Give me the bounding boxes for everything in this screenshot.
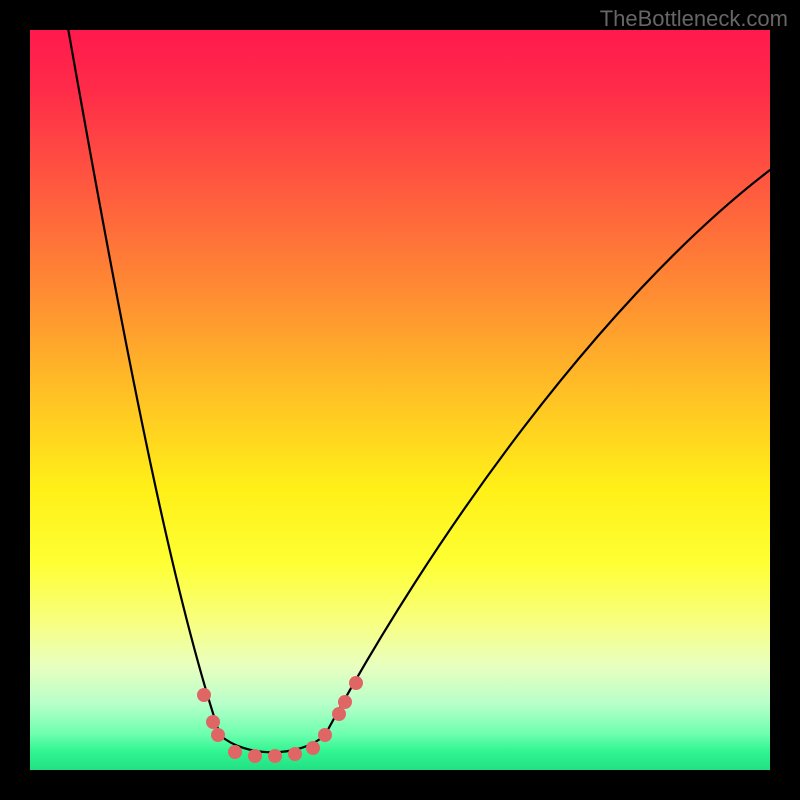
chart-container: TheBottleneck.com xyxy=(0,0,800,800)
watermark-text: TheBottleneck.com xyxy=(600,6,788,32)
bottleneck-chart xyxy=(0,0,800,800)
